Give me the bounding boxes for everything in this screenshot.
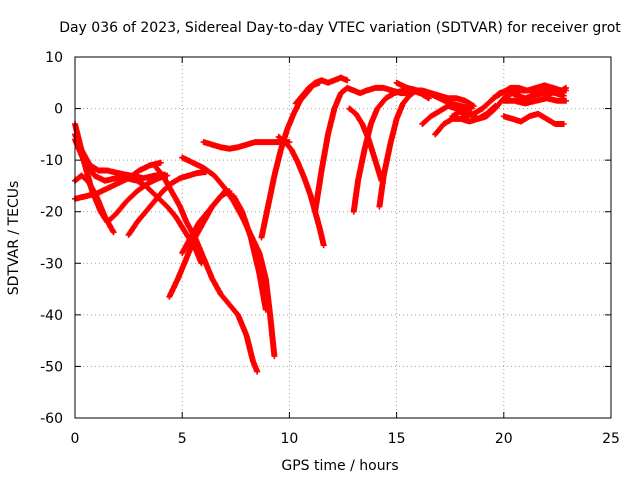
series-s19 <box>393 79 475 112</box>
data-point-markers <box>125 169 209 238</box>
y-tick-label: -20 <box>40 205 63 221</box>
series-s10 <box>179 154 278 360</box>
series-s12 <box>258 79 323 241</box>
data-point-markers <box>393 79 475 112</box>
data-point-markers <box>151 162 261 375</box>
x-tick-label: 15 <box>388 431 406 447</box>
x-tick-label: 10 <box>280 431 298 447</box>
data-point-markers <box>292 74 351 107</box>
data-point-markers <box>490 82 569 102</box>
grid <box>75 57 611 418</box>
y-tick-label: -10 <box>40 153 63 169</box>
data-point-markers <box>179 154 278 360</box>
data-point-markers <box>500 95 569 107</box>
y-tick-label: -50 <box>40 359 63 375</box>
data-point-markers <box>258 79 323 241</box>
data-point-markers <box>346 105 385 184</box>
chart-title: Day 036 of 2023, Sidereal Day-to-day VTE… <box>59 20 621 36</box>
x-tick-label: 25 <box>602 431 620 447</box>
y-tick-label: -60 <box>40 411 63 427</box>
y-tick-label: -40 <box>40 308 63 324</box>
x-tick-label: 5 <box>178 431 187 447</box>
series-s25 <box>500 95 569 107</box>
series-s24 <box>490 82 569 102</box>
x-tick-label: 0 <box>71 431 80 447</box>
y-axis-label: SDTVAR / TECUs <box>6 181 22 296</box>
x-axis-label: GPS time / hours <box>281 458 398 474</box>
series-s26 <box>500 110 567 127</box>
series-s6 <box>125 169 209 238</box>
y-tick-label: 0 <box>54 102 63 118</box>
x-tick-label: 20 <box>495 431 513 447</box>
series-s7 <box>151 162 261 375</box>
plot-frame <box>74 56 612 419</box>
data-point-markers <box>500 110 567 127</box>
data-marks <box>72 74 569 375</box>
y-tick-label: -30 <box>40 256 63 272</box>
series-s17 <box>346 105 385 184</box>
y-tick-label: 10 <box>45 50 63 66</box>
axis-ticks: 0 5 10 15 20 25 -60 -50 -40 -30 -20 -10 0 10 <box>40 50 620 447</box>
series-s15 <box>292 74 351 107</box>
